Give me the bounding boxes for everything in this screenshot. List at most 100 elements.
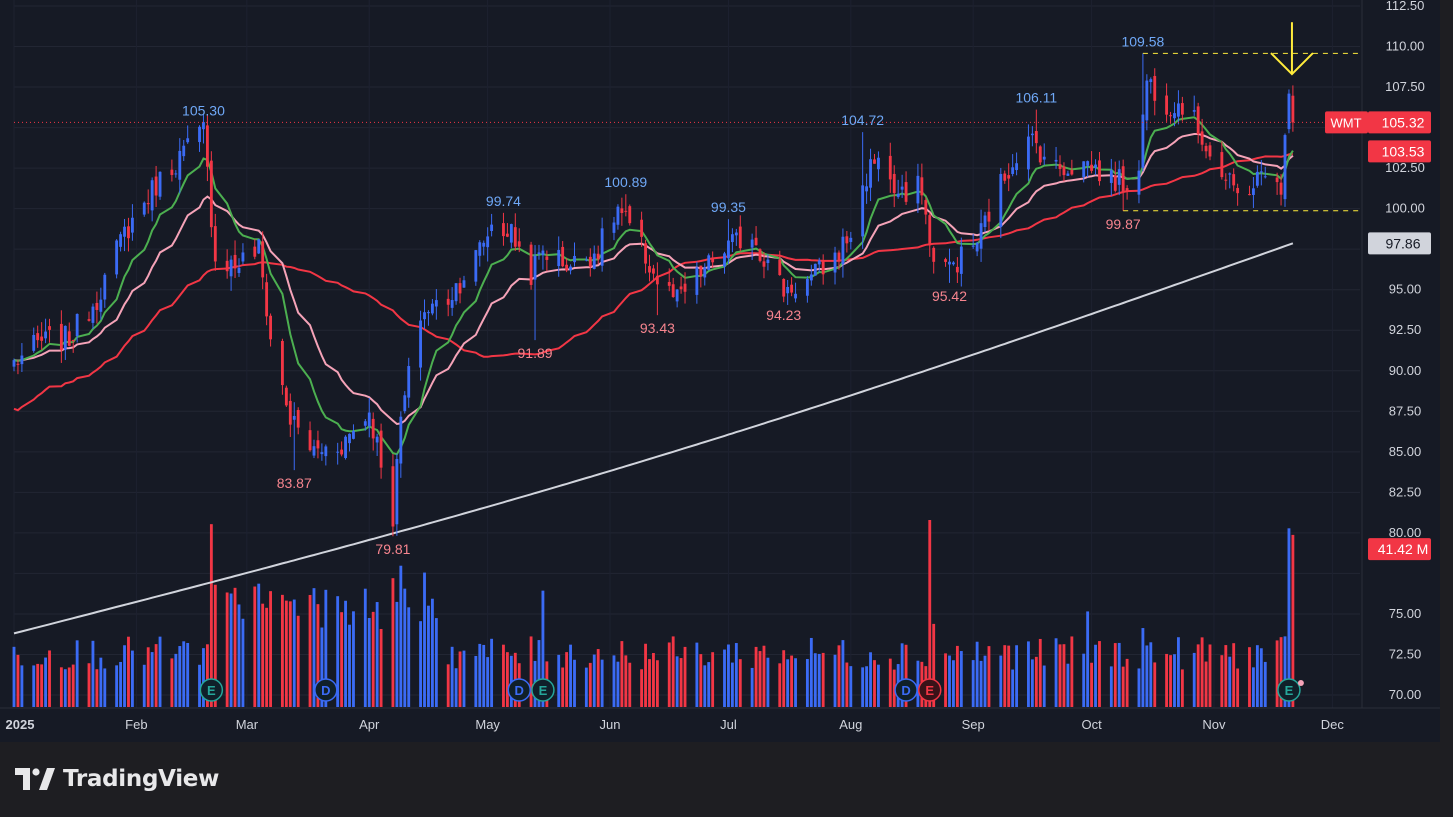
volume-bar	[20, 665, 24, 707]
candle-body	[87, 319, 91, 321]
earnings-marker-icon[interactable]: E	[918, 678, 942, 702]
brand-name: TradingView	[63, 766, 220, 792]
volume-bar	[624, 655, 628, 707]
candle-body	[671, 284, 675, 297]
candle-body	[537, 252, 541, 255]
volume-bar	[955, 645, 959, 707]
candle-body	[395, 458, 399, 525]
volume-bar	[971, 660, 975, 707]
candle-body	[924, 200, 928, 215]
candle-body	[1287, 93, 1291, 130]
candle-body	[225, 260, 229, 272]
price-axis[interactable]: 70.00 72.50 75.00 80.00 82.50 85.00 87.50 90.00…	[1361, 0, 1425, 708]
dividend-marker-icon[interactable]: D	[507, 678, 531, 702]
candle-body	[766, 259, 770, 264]
volume-bar	[198, 664, 201, 707]
brand-link[interactable]: TradingView	[15, 765, 219, 793]
volume-bar	[450, 646, 454, 707]
volume-bar	[482, 644, 486, 707]
volume-bar	[758, 651, 762, 707]
candle-body	[379, 430, 383, 468]
candle-body	[573, 255, 576, 263]
volume-bar	[644, 643, 647, 707]
candle-body	[1291, 95, 1295, 123]
volume-bar	[434, 618, 438, 707]
candle-body	[1177, 103, 1180, 117]
candle-body	[845, 236, 849, 244]
candle-body	[959, 246, 963, 274]
volume-bar	[1062, 644, 1066, 707]
price-point-label: 91.89	[518, 345, 553, 361]
candle-body	[1196, 106, 1200, 135]
volume-bar	[1125, 658, 1129, 707]
volume-bar	[213, 584, 217, 707]
volume-bar	[600, 659, 604, 707]
chart-panel[interactable]: 105.30 83.87 79.81 99.74 91.89 100.89 93.43 99.…	[0, 0, 1440, 742]
x-tick-label: 2025	[6, 717, 35, 732]
volume-bar	[655, 660, 659, 707]
candle-body	[205, 125, 209, 167]
earnings-marker-icon[interactable]: E	[531, 678, 555, 702]
candle-body	[269, 315, 272, 340]
earnings-marker-icon[interactable]: E	[199, 678, 224, 702]
candle-body	[48, 326, 51, 330]
price-point-label: 100.89	[604, 174, 647, 190]
y-tick-label: 112.50	[1386, 0, 1425, 13]
time-axis[interactable]: 2025 Feb Mar Apr May Jun Jul Aug Sep Oct Nov Dec	[0, 707, 1440, 732]
candle-body	[154, 176, 158, 196]
candle-body	[253, 246, 257, 257]
volume-bar	[959, 651, 963, 707]
candle-body	[1173, 113, 1176, 119]
volume-bar	[446, 664, 450, 707]
volume-bar	[399, 565, 403, 707]
volume-bar	[1141, 628, 1145, 707]
candle-body	[1113, 175, 1117, 191]
price-point-label: 99.74	[486, 193, 521, 209]
candle-body	[869, 159, 872, 188]
candle-body	[241, 252, 245, 262]
candle-body	[1220, 152, 1224, 178]
candle-body	[730, 234, 734, 243]
candle-body	[1109, 170, 1113, 183]
volume-bar	[1042, 665, 1046, 707]
volume-bar	[308, 594, 312, 707]
price-badge-value: 41.42 M	[1378, 541, 1429, 557]
candle-body	[430, 303, 434, 314]
candle-body	[849, 237, 853, 242]
volume-bar	[873, 660, 876, 707]
candle-body	[446, 298, 450, 305]
candle-body	[316, 440, 320, 449]
volume-bar	[628, 662, 632, 707]
volume-bar	[541, 590, 545, 707]
volume-bar	[241, 618, 245, 707]
volume-bar	[123, 645, 126, 707]
candle-body	[478, 242, 482, 256]
earnings-marker-icon[interactable]: E	[1277, 678, 1301, 702]
candle-body	[817, 260, 821, 265]
volume-bar	[782, 650, 786, 707]
dividend-marker-icon[interactable]: D	[314, 678, 338, 702]
volume-bar	[861, 667, 865, 707]
dividend-marker-icon[interactable]: D	[894, 678, 918, 702]
candle-body	[596, 253, 600, 260]
volume-bar	[596, 649, 600, 707]
volume-bar	[1165, 653, 1169, 707]
candle-body	[419, 320, 422, 368]
volume-bar	[205, 644, 209, 707]
candle-body	[873, 159, 876, 164]
candle-body	[624, 210, 628, 212]
volume-bar	[1054, 638, 1058, 707]
volume-bar	[40, 664, 44, 707]
volume-bar	[916, 660, 920, 707]
volume-bar	[265, 607, 269, 707]
marker-circle	[531, 678, 555, 702]
volume-bar	[462, 650, 466, 707]
volume-bar	[738, 659, 742, 707]
volume-bar	[616, 661, 620, 707]
volume-bar	[944, 653, 947, 707]
price-chart[interactable]: 105.30 83.87 79.81 99.74 91.89 100.89 93.43 99.…	[0, 0, 1440, 742]
symbol-badge	[1325, 111, 1368, 134]
candle-body	[979, 223, 983, 249]
x-tick-label: Nov	[1202, 717, 1226, 732]
